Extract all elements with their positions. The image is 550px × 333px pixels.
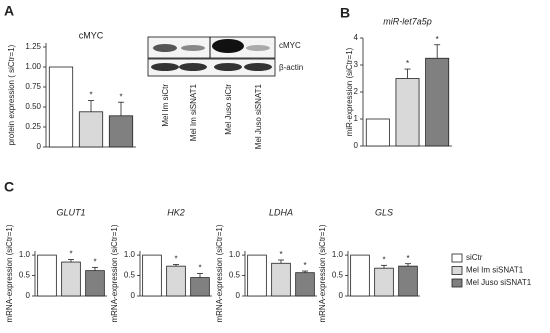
bar [78,111,104,148]
chart-title: cMYC [79,30,104,40]
significance-label: * [406,254,409,263]
legend-swatch [451,253,463,263]
bar [48,66,74,148]
legend-label: Mel Juso siSNAT1 [466,278,532,287]
band-label: cMYC [279,41,301,50]
significance-label: * [69,250,72,259]
y-tick-label: 1.0 [332,250,344,259]
y-tick-label: 0.5 [124,271,136,280]
significance-label: * [89,91,92,100]
y-tick-label: 1.0 [229,250,241,259]
significance-label: * [279,250,282,259]
chart-title: GLS [375,207,393,217]
bar [61,261,81,297]
bar [108,115,134,148]
bar [398,265,418,297]
y-axis-label: protein expression ( siCtr=1) [7,44,16,145]
blot [147,36,276,77]
bar [295,272,315,297]
y-tick-label: 1.0 [19,250,31,259]
significance-label: * [119,92,122,101]
chart-title: GLUT1 [56,207,85,217]
chart-title: HK2 [167,207,185,217]
band-label: β-actin [279,63,303,72]
lane-label: Mel Im siCtr [161,84,170,127]
y-tick-label: 0 [131,291,136,300]
chart-title: LDHA [269,207,293,217]
bar [365,118,390,147]
significance-label: * [382,255,385,264]
y-tick-label: 0.5 [19,271,31,280]
bar [166,265,186,297]
significance-label: * [93,257,96,266]
y-tick-label: 4 [354,33,359,42]
y-tick-label: 0.50 [25,102,41,111]
y-tick-label: 2 [354,87,359,96]
bar [395,78,420,147]
legend-swatch [451,278,463,288]
panel-label: A [4,3,14,19]
lane-label: Mel Juso siSNAT1 [254,83,263,149]
y-tick-label: 0 [236,291,241,300]
significance-label: * [303,261,306,270]
significance-label: * [406,59,409,68]
y-tick-label: 0.25 [25,122,41,131]
y-tick-label: 1.00 [25,62,41,71]
chart-title: miR-let7a5p [383,16,432,26]
y-axis-label: mRNA-expression (siCtr=1) [318,224,327,322]
y-tick-label: 1.25 [25,42,41,51]
y-tick-label: 0 [339,291,344,300]
bar [37,254,57,297]
bar [350,254,370,297]
y-tick-label: 0 [26,291,31,300]
y-axis-label: mRNA-expression (siCtr=1) [110,224,119,322]
significance-label: * [436,35,439,44]
bar [190,277,210,297]
y-axis-label: mRNA-expression (siCtr=1) [5,224,14,322]
legend-label: Mel Im siSNAT1 [466,266,524,275]
y-axis-label: miR-expression (siCtr=1) [345,47,354,136]
bar [374,267,394,297]
bar [425,57,450,147]
bar [85,270,105,297]
legend-swatch [451,266,463,275]
lane-label: Mel Im siSNAT1 [189,83,198,141]
bar [271,262,291,297]
y-tick-label: 0.5 [332,271,344,280]
bar [247,254,267,297]
panel-label: B [340,5,350,21]
y-tick-label: 0.75 [25,82,41,91]
y-tick-label: 0 [37,142,42,151]
y-tick-label: 1 [354,114,359,123]
bar [142,254,162,297]
y-axis-label: mRNA-expression (siCtr=1) [215,224,224,322]
legend-label: siCtr [466,253,483,262]
lane-label: Mel Juso siCtr [224,84,233,135]
significance-label: * [174,255,177,264]
y-tick-label: 0 [354,141,359,150]
y-tick-label: 3 [354,60,359,69]
panel-label: C [4,179,14,195]
significance-label: * [198,264,201,273]
y-tick-label: 0.5 [229,271,241,280]
y-tick-label: 1.0 [124,250,136,259]
